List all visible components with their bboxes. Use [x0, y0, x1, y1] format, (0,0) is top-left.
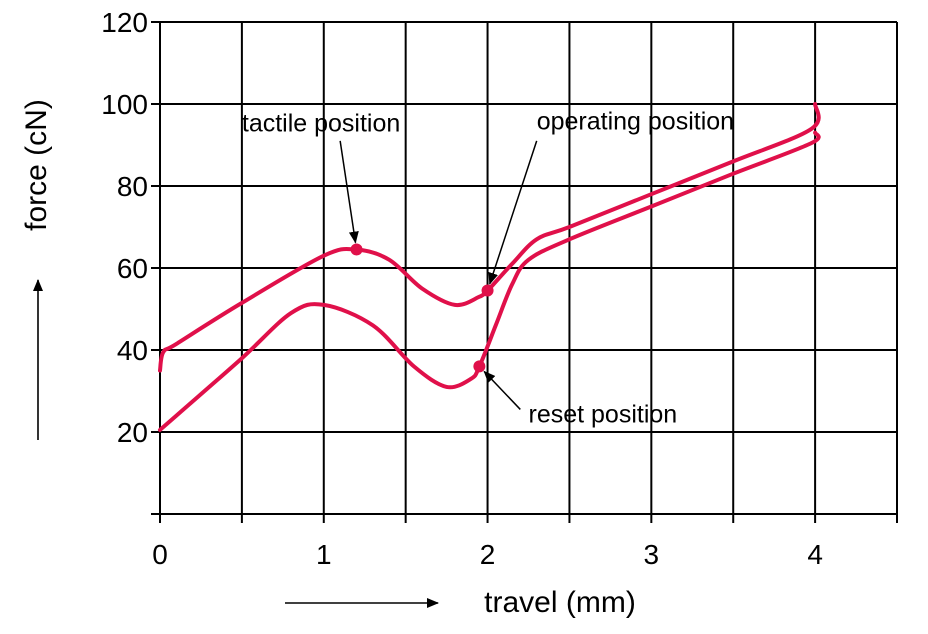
y-tick-label: 100 [101, 89, 148, 120]
annotation-arrow [488, 140, 538, 285]
series [158, 102, 821, 432]
x-tick-label: 4 [807, 539, 823, 570]
y-tick-label: 20 [117, 417, 148, 448]
annotation-label: reset position [529, 401, 678, 429]
axes [151, 21, 898, 523]
tick-labels: 0 1 2 3 4 20 40 60 80 100 120 [101, 7, 823, 570]
y-tick-label: 80 [117, 171, 148, 202]
axis-titles: travel (mm) force (cN) [20, 99, 636, 619]
annotation-label: tactile position [242, 109, 400, 137]
y-tick-label: 40 [117, 335, 148, 366]
annotation-arrow [483, 370, 521, 410]
series-line-1 [158, 102, 821, 373]
series-line-2 [158, 130, 821, 432]
annotation-point [473, 360, 486, 373]
annotation-label: operating position [537, 107, 734, 135]
annotation-arrow [339, 140, 359, 244]
x-tick-label: 1 [316, 539, 332, 570]
x-axis-title: travel (mm) [484, 586, 636, 619]
x-tick-label: 2 [480, 539, 496, 570]
y-axis-title: force (cN) [20, 99, 53, 231]
annotation-point [350, 243, 363, 256]
x-tick-label: 3 [644, 539, 660, 570]
grid [160, 21, 898, 514]
x-tick-label: 0 [152, 539, 168, 570]
annotation-point [481, 284, 494, 297]
y-tick-label: 60 [117, 253, 148, 284]
y-tick-label: 120 [101, 7, 148, 38]
annotations: tactile position operating position reset … [242, 107, 734, 428]
